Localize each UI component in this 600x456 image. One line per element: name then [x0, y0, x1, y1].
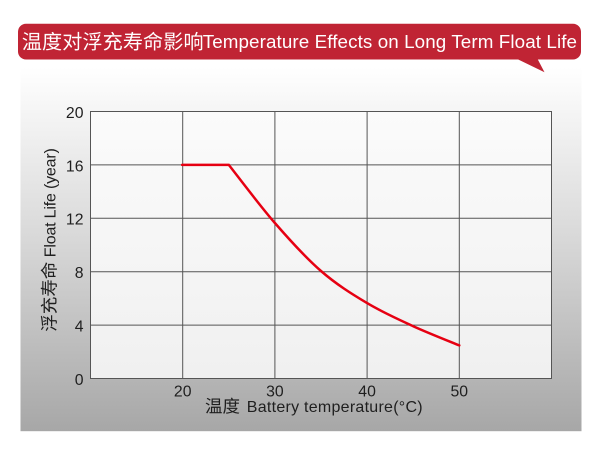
svg-text:20: 20 — [66, 105, 84, 122]
svg-text:40: 40 — [358, 384, 376, 401]
svg-text:0: 0 — [75, 372, 84, 389]
svg-text:Temperature Effects on Long Te: Temperature Effects on Long Term Float L… — [203, 31, 577, 52]
svg-text:8: 8 — [75, 265, 84, 282]
svg-text:Float Life (year): Float Life (year) — [42, 148, 59, 257]
svg-text:50: 50 — [451, 384, 469, 401]
svg-text:30: 30 — [266, 384, 284, 401]
svg-text:20: 20 — [174, 384, 192, 401]
svg-text:12: 12 — [66, 212, 84, 229]
svg-text:16: 16 — [66, 158, 84, 175]
svg-text:Battery temperature(°C): Battery temperature(°C) — [247, 399, 423, 416]
svg-text:4: 4 — [75, 319, 84, 336]
